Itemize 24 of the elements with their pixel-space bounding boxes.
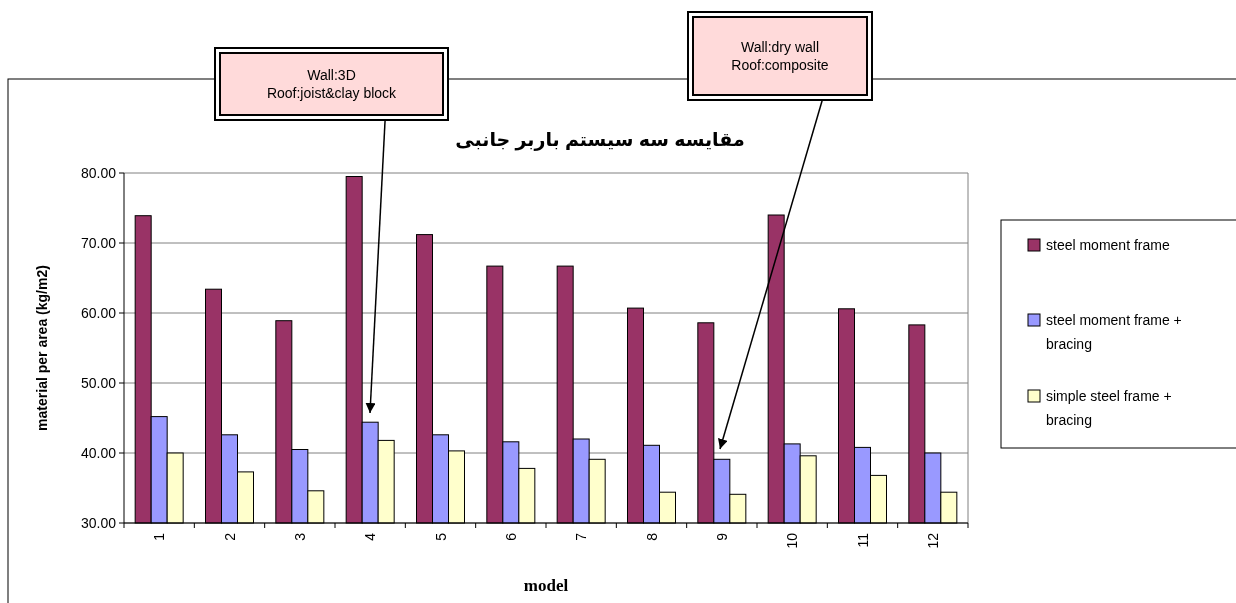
x-tick-label: 7 bbox=[573, 532, 590, 541]
x-tick-label: 8 bbox=[643, 532, 660, 541]
x-tick-label: 2 bbox=[221, 532, 238, 541]
legend-label: simple steel frame + bracing bbox=[1046, 388, 1172, 428]
x-tick-label: 6 bbox=[502, 532, 519, 541]
legend-label: steel moment frame + bracing bbox=[1046, 312, 1182, 352]
x-axis-title: model bbox=[523, 576, 569, 595]
y-tick-label: 40.00 bbox=[80, 445, 117, 461]
chart-title: مقایسه سه سیستم باربر جانبی bbox=[455, 129, 745, 151]
x-tick-label: 9 bbox=[713, 532, 730, 541]
y-tick-label: 50.00 bbox=[80, 375, 117, 391]
x-tick-label: 12 bbox=[924, 532, 941, 549]
x-tick-label: 11 bbox=[854, 532, 871, 548]
y-tick-label: 70.00 bbox=[80, 235, 117, 251]
x-tick-label: 3 bbox=[291, 532, 308, 541]
x-tick-label: 4 bbox=[362, 532, 379, 541]
y-tick-label: 80.00 bbox=[80, 165, 117, 181]
y-axis-title: material per area (kg/m2) bbox=[34, 265, 50, 431]
x-tick-label: 10 bbox=[784, 532, 801, 549]
y-tick-label: 30.00 bbox=[80, 515, 117, 531]
x-tick-label: 1 bbox=[151, 532, 168, 541]
x-tick-label: 5 bbox=[432, 532, 449, 541]
y-tick-label: 60.00 bbox=[80, 305, 117, 321]
legend-label: steel moment frame bbox=[1046, 237, 1170, 253]
